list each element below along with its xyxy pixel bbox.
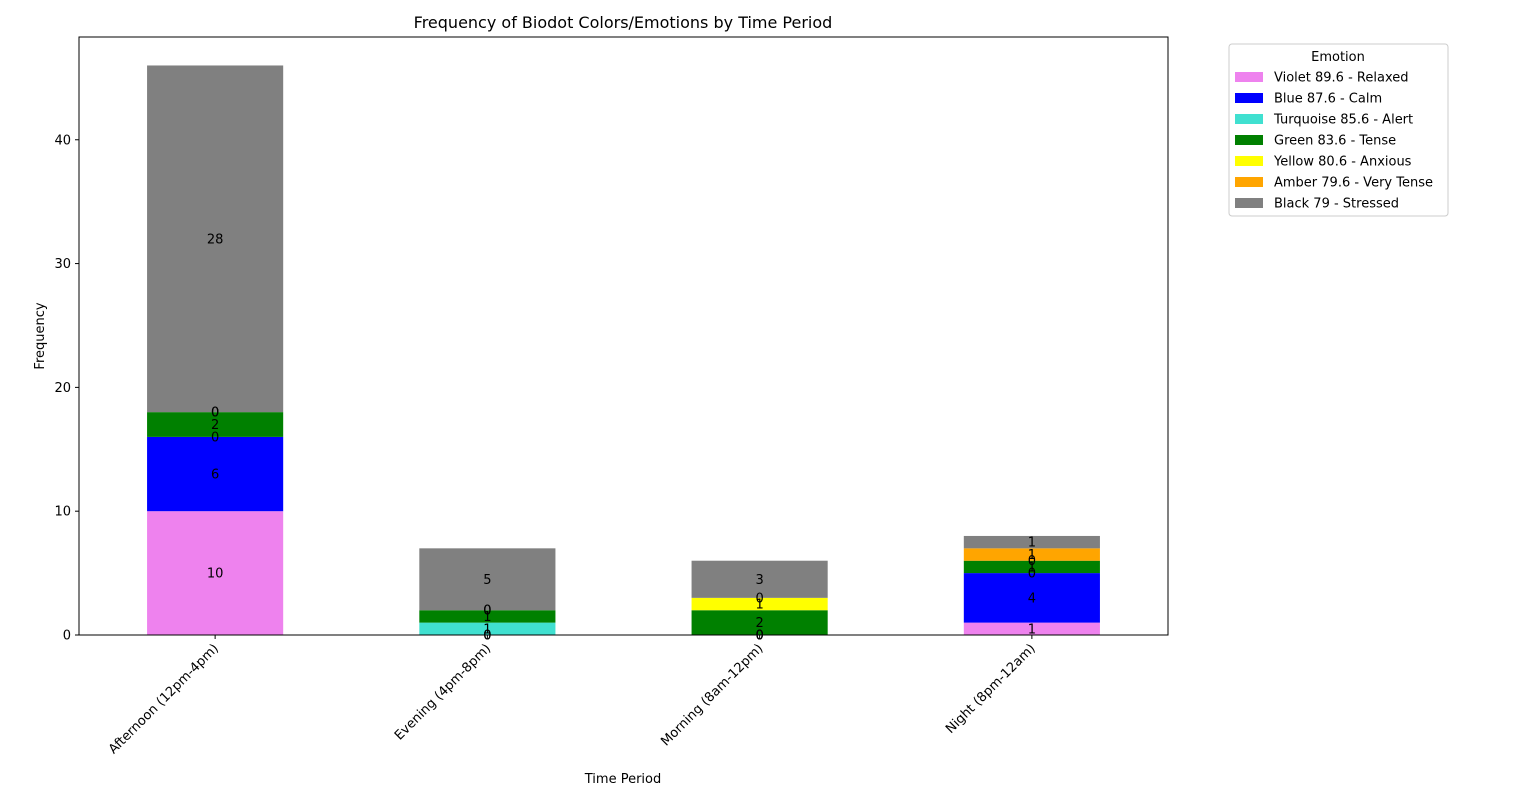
bar-value-label: 1 <box>483 622 491 637</box>
x-axis-label: Time Period <box>584 772 661 787</box>
legend-swatch <box>1235 72 1263 82</box>
y-axis-label: Frequency <box>33 302 48 369</box>
y-tick-label: 10 <box>54 505 71 520</box>
x-tick-label: Night (8pm-12am) <box>943 641 1039 737</box>
bar-value-label: 2 <box>755 616 763 631</box>
bar-segment <box>419 610 556 623</box>
bar-segment <box>963 622 1100 635</box>
bar-value-label: 1 <box>1028 622 1036 637</box>
legend-swatch <box>1235 93 1263 103</box>
legend: Emotion Violet 89.6 - Relaxed Blue 87.6 -… <box>1228 43 1449 217</box>
bar-value-label: 5 <box>483 573 491 588</box>
bar-value-label: 0 <box>483 604 491 619</box>
legend-items: Violet 89.6 - Relaxed Blue 87.6 - Calm Tur… <box>1235 71 1433 212</box>
bar-value-label: 4 <box>1028 591 1036 606</box>
legend-label: Violet 89.6 - Relaxed <box>1274 71 1408 86</box>
legend-label: Turquoise 85.6 - Alert <box>1273 113 1413 128</box>
bar-value-label: 0 <box>211 430 219 445</box>
bar-segment <box>691 610 828 635</box>
bar-segment <box>419 548 556 611</box>
bar-value-label: 1 <box>1028 560 1036 575</box>
bar-value-label: 0 <box>755 591 763 606</box>
legend-label: Blue 87.6 - Calm <box>1274 92 1382 107</box>
bar-segment <box>147 65 284 413</box>
legend-swatch <box>1235 114 1263 124</box>
bar-value-label: 6 <box>211 468 219 483</box>
bar-value-label: 0 <box>1028 567 1036 582</box>
legend-swatch <box>1235 135 1263 145</box>
bar-segment <box>963 535 1100 549</box>
legend-swatch <box>1235 198 1263 208</box>
y-tick-label: 0 <box>63 629 71 644</box>
legend-label: Amber 79.6 - Very Tense <box>1274 176 1433 191</box>
y-tick-label: 40 <box>54 133 71 148</box>
bar-value-label: 28 <box>207 232 224 247</box>
x-tick-label: Afternoon (12pm-4pm) <box>106 641 222 757</box>
legend-label: Yellow 80.6 - Anxious <box>1273 155 1412 170</box>
bar-value-label: 1 <box>483 610 491 625</box>
bar-segment <box>963 560 1100 574</box>
bar-value-label: 2 <box>211 418 219 433</box>
legend-label: Black 79 - Stressed <box>1274 197 1399 212</box>
bar-value-label: 0 <box>211 406 219 421</box>
bar-value-label: 0 <box>483 604 491 619</box>
x-tick-label: Evening (4pm-8pm) <box>392 641 494 743</box>
bar-value-label: 1 <box>755 598 763 613</box>
legend-swatch <box>1235 156 1263 166</box>
bar-segment <box>419 622 556 635</box>
chart-title: Frequency of Biodot Colors/Emotions by T… <box>414 13 833 32</box>
x-tick-label: Morning (8am-12pm) <box>658 641 766 749</box>
plot-frame <box>78 36 1169 636</box>
bar-value-label: 1 <box>1028 548 1036 563</box>
bar-segment <box>691 597 828 611</box>
bar-segment <box>147 436 284 512</box>
bar-segment <box>963 548 1100 561</box>
legend-frame <box>1228 43 1449 217</box>
legend-swatch <box>1235 177 1263 187</box>
bar-value-label: 10 <box>207 567 224 582</box>
bar-segment <box>147 412 284 437</box>
x-axis: Afternoon (12pm-4pm) Evening (4pm-8pm) Mor… <box>106 635 1039 757</box>
bar-value-label: 0 <box>1028 554 1036 569</box>
bars-layer <box>147 65 1100 635</box>
y-tick-label: 20 <box>54 381 71 396</box>
legend-label: Green 83.6 - Tense <box>1274 134 1396 149</box>
bar-value-label: 1 <box>1028 536 1036 551</box>
bar-value-label: 0 <box>211 406 219 421</box>
bar-segment <box>147 511 284 635</box>
bar-segment <box>691 560 828 598</box>
bar-value-label: 3 <box>755 573 763 588</box>
y-axis: 0 10 20 30 40 <box>54 133 79 644</box>
y-tick-label: 30 <box>54 257 71 272</box>
bar-segment <box>963 573 1100 623</box>
legend-title: Emotion <box>1311 50 1365 65</box>
